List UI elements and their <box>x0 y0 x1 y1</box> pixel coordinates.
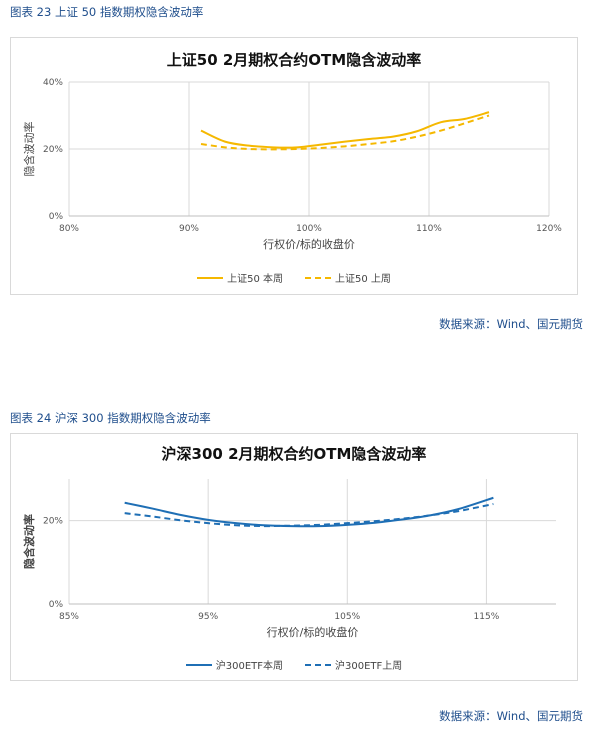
series-line-this-week <box>124 496 494 528</box>
legend-item: 上证50 上周 <box>305 270 391 285</box>
legend-swatch <box>305 663 331 666</box>
y-tick-label: 0% <box>49 212 64 222</box>
y-tick-label: 20% <box>43 145 63 155</box>
x-tick-label: 95% <box>198 612 218 622</box>
legend-item: 沪300ETF本周 <box>185 657 283 672</box>
series-line-last-week <box>200 114 490 151</box>
legend-item: 上证50 本周 <box>197 270 283 285</box>
x-tick-label: 90% <box>179 224 199 234</box>
y-axis-label: 隐含波动率 <box>22 122 36 177</box>
x-tick-label: 110% <box>416 224 442 234</box>
x-tick-label: 80% <box>59 224 79 234</box>
legend-swatch <box>197 276 224 279</box>
x-tick-label: 85% <box>59 612 79 622</box>
series-line-last-week <box>124 503 494 528</box>
legend-label: 沪300ETF本周 <box>215 661 283 672</box>
legend-label: 沪300ETF上周 <box>335 661 403 672</box>
x-tick-label: 115% <box>474 612 500 622</box>
series-line-this-week <box>200 111 490 149</box>
x-axis-label: 行权价/标的收盘价 <box>267 625 359 639</box>
x-tick-label: 105% <box>334 612 360 622</box>
chart-csi300-svg: 85% 95% 105% 115% 0% 20% 行权价/标的收盘价 隐含波动率 <box>22 479 556 639</box>
chart-panel-csi300: 沪深300 2月期权合约OTM隐含波动率 85% 95% 105% 115% 0% 20%… <box>10 433 578 681</box>
figure-caption-24: 图表 24 沪深 300 指数期权隐含波动率 <box>10 411 211 425</box>
chart-panel-sse50: 上证50 2月期权合约OTM隐含波动率 80% 90% 100% 110% 120% 0%… <box>10 37 578 295</box>
legend-item: 沪300ETF上周 <box>305 657 402 672</box>
x-tick-label: 120% <box>536 224 562 234</box>
legend-label: 上证50 本周 <box>227 274 283 285</box>
y-tick-label: 0% <box>49 600 64 610</box>
legend-label: 上证50 上周 <box>335 274 391 285</box>
chart-sse50-svg: 80% 90% 100% 110% 120% 0% 20% 40% 行权价/标的收盘价 隐含波动率 <box>22 78 562 251</box>
chart-legend-sse50: 上证50 本周 上证50 上周 <box>11 270 577 285</box>
figure-caption-23: 图表 23 上证 50 指数期权隐含波动率 <box>10 5 204 19</box>
x-tick-label: 100% <box>296 224 322 234</box>
chart-title-sse50: 上证50 2月期权合约OTM隐含波动率 <box>166 51 422 69</box>
chart-title-csi300: 沪深300 2月期权合约OTM隐含波动率 <box>161 445 427 463</box>
legend-swatch <box>305 276 331 279</box>
legend-swatch <box>185 663 212 666</box>
source-note-23: 数据来源：Wind、国元期货 <box>439 317 583 331</box>
y-tick-label: 40% <box>43 78 63 88</box>
y-axis-label: 隐含波动率 <box>22 514 36 569</box>
y-tick-label: 20% <box>43 517 63 527</box>
source-note-24: 数据来源：Wind、国元期货 <box>439 709 583 723</box>
chart-legend-csi300: 沪300ETF本周 沪300ETF上周 <box>11 657 577 672</box>
x-axis-label: 行权价/标的收盘价 <box>263 237 355 251</box>
